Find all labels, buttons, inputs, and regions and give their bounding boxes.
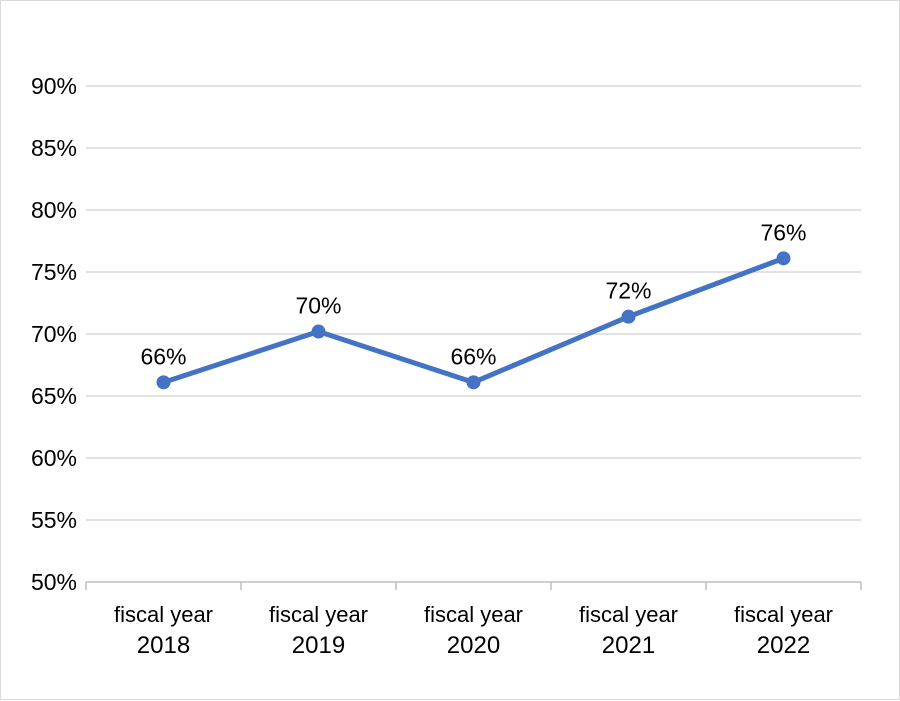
y-tick-label: 60%	[31, 445, 77, 471]
y-tick-label: 55%	[31, 507, 77, 533]
y-tick-label: 70%	[31, 321, 77, 347]
data-label: 72%	[605, 278, 651, 304]
data-label: 66%	[140, 343, 186, 369]
x-axis-labels: fiscal year 2018 fiscal year 2019 fiscal yea…	[114, 602, 833, 659]
x-tick-label: fiscal year 2020	[424, 602, 523, 659]
data-label: 66%	[450, 343, 496, 369]
y-tick-label: 90%	[31, 73, 77, 99]
data-labels: 66% 70% 66% 72% 76%	[140, 219, 806, 369]
data-point	[776, 251, 791, 266]
axis-layer	[85, 581, 862, 590]
x-tick-label: fiscal year 2019	[269, 602, 368, 659]
y-tick-label: 85%	[31, 135, 77, 161]
data-point	[311, 324, 326, 339]
y-tick-label: 65%	[31, 383, 77, 409]
y-tick-label: 50%	[31, 569, 77, 595]
series-layer	[156, 251, 791, 390]
y-axis-labels: 50% 55% 60% 65% 70% 75% 80% 85% 90%	[31, 73, 77, 595]
x-tick-label: fiscal year 2022	[734, 602, 833, 659]
data-label: 76%	[760, 219, 806, 245]
x-tick-label: fiscal year 2021	[579, 602, 678, 659]
data-point	[156, 375, 171, 390]
data-point	[466, 375, 481, 390]
data-label: 70%	[295, 293, 341, 319]
grid-layer	[86, 85, 861, 521]
data-point	[621, 309, 636, 324]
y-tick-label: 75%	[31, 259, 77, 285]
y-tick-label: 80%	[31, 197, 77, 223]
x-tick-label: fiscal year 2018	[114, 602, 213, 659]
